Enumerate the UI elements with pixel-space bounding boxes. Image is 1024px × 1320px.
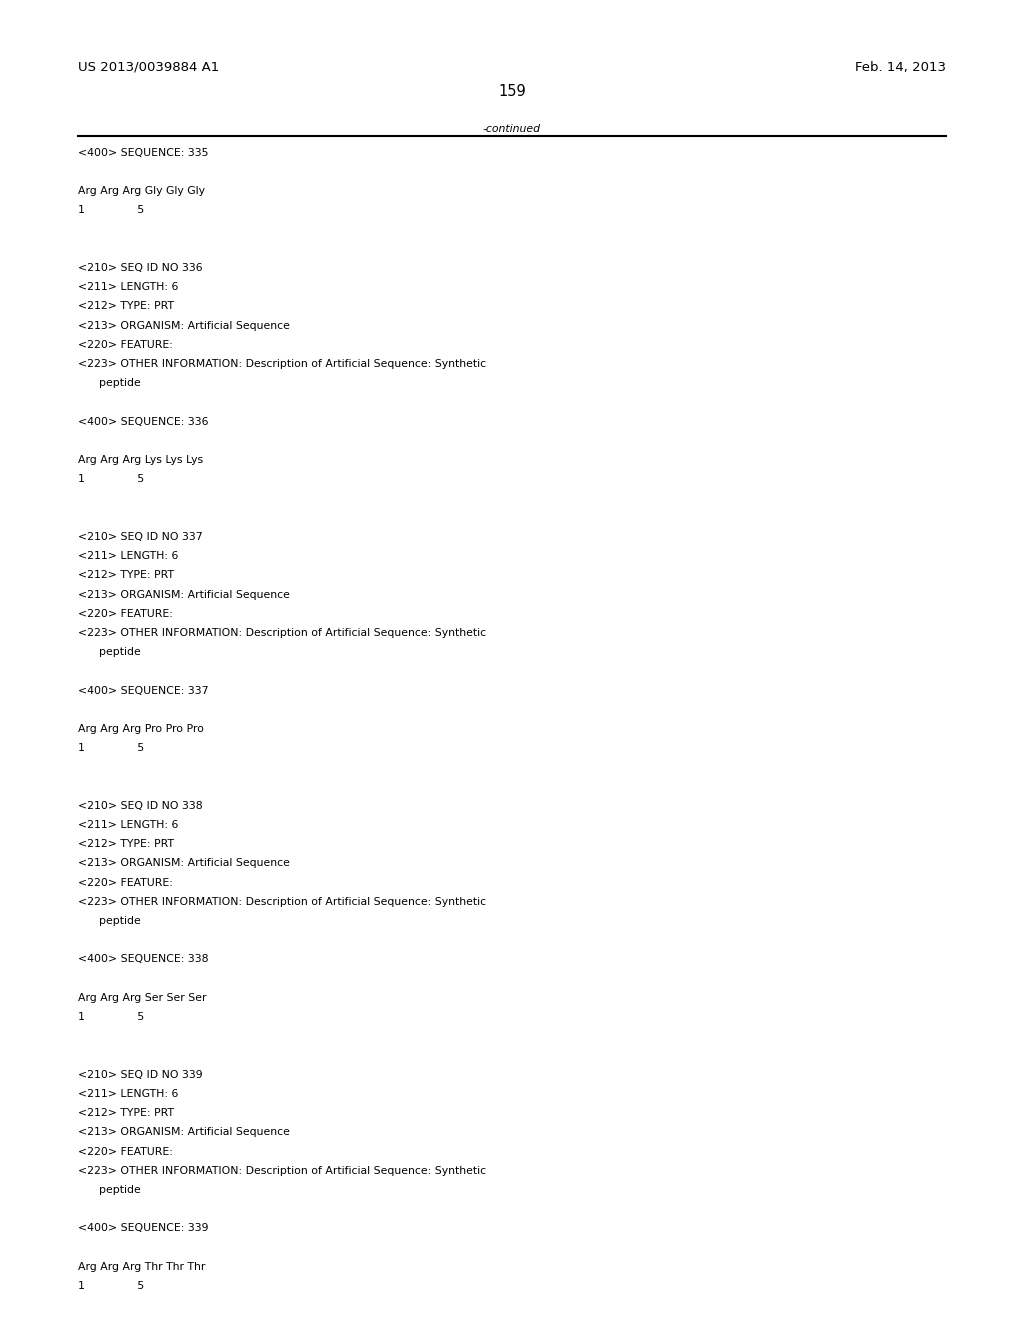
Text: Arg Arg Arg Lys Lys Lys: Arg Arg Arg Lys Lys Lys (78, 455, 203, 465)
Text: <210> SEQ ID NO 337: <210> SEQ ID NO 337 (78, 532, 203, 543)
Text: peptide: peptide (78, 647, 140, 657)
Text: <223> OTHER INFORMATION: Description of Artificial Sequence: Synthetic: <223> OTHER INFORMATION: Description of … (78, 1166, 486, 1176)
Text: Feb. 14, 2013: Feb. 14, 2013 (855, 61, 946, 74)
Text: <400> SEQUENCE: 339: <400> SEQUENCE: 339 (78, 1224, 208, 1233)
Text: 159: 159 (498, 84, 526, 99)
Text: <211> LENGTH: 6: <211> LENGTH: 6 (78, 820, 178, 830)
Text: Arg Arg Arg Thr Thr Thr: Arg Arg Arg Thr Thr Thr (78, 1262, 205, 1271)
Text: Arg Arg Arg Pro Pro Pro: Arg Arg Arg Pro Pro Pro (78, 723, 204, 734)
Text: 1               5: 1 5 (78, 1280, 144, 1291)
Text: 1               5: 1 5 (78, 474, 144, 484)
Text: 1               5: 1 5 (78, 1012, 144, 1022)
Text: peptide: peptide (78, 1185, 140, 1195)
Text: peptide: peptide (78, 379, 140, 388)
Text: <212> TYPE: PRT: <212> TYPE: PRT (78, 1109, 174, 1118)
Text: <400> SEQUENCE: 338: <400> SEQUENCE: 338 (78, 954, 208, 965)
Text: <210> SEQ ID NO 336: <210> SEQ ID NO 336 (78, 263, 203, 273)
Text: <220> FEATURE:: <220> FEATURE: (78, 878, 173, 887)
Text: <210> SEQ ID NO 338: <210> SEQ ID NO 338 (78, 801, 203, 810)
Text: <211> LENGTH: 6: <211> LENGTH: 6 (78, 1089, 178, 1100)
Text: US 2013/0039884 A1: US 2013/0039884 A1 (78, 61, 219, 74)
Text: <211> LENGTH: 6: <211> LENGTH: 6 (78, 552, 178, 561)
Text: <400> SEQUENCE: 337: <400> SEQUENCE: 337 (78, 685, 208, 696)
Text: Arg Arg Arg Ser Ser Ser: Arg Arg Arg Ser Ser Ser (78, 993, 206, 1003)
Text: <220> FEATURE:: <220> FEATURE: (78, 341, 173, 350)
Text: <213> ORGANISM: Artificial Sequence: <213> ORGANISM: Artificial Sequence (78, 590, 290, 599)
Text: 1               5: 1 5 (78, 743, 144, 754)
Text: <211> LENGTH: 6: <211> LENGTH: 6 (78, 282, 178, 292)
Text: peptide: peptide (78, 916, 140, 927)
Text: Arg Arg Arg Gly Gly Gly: Arg Arg Arg Gly Gly Gly (78, 186, 205, 197)
Text: <213> ORGANISM: Artificial Sequence: <213> ORGANISM: Artificial Sequence (78, 858, 290, 869)
Text: <220> FEATURE:: <220> FEATURE: (78, 609, 173, 619)
Text: <212> TYPE: PRT: <212> TYPE: PRT (78, 840, 174, 849)
Text: <210> SEQ ID NO 339: <210> SEQ ID NO 339 (78, 1069, 203, 1080)
Text: <212> TYPE: PRT: <212> TYPE: PRT (78, 570, 174, 581)
Text: <400> SEQUENCE: 335: <400> SEQUENCE: 335 (78, 148, 208, 158)
Text: <223> OTHER INFORMATION: Description of Artificial Sequence: Synthetic: <223> OTHER INFORMATION: Description of … (78, 359, 486, 370)
Text: <223> OTHER INFORMATION: Description of Artificial Sequence: Synthetic: <223> OTHER INFORMATION: Description of … (78, 628, 486, 638)
Text: <213> ORGANISM: Artificial Sequence: <213> ORGANISM: Artificial Sequence (78, 321, 290, 331)
Text: <223> OTHER INFORMATION: Description of Artificial Sequence: Synthetic: <223> OTHER INFORMATION: Description of … (78, 896, 486, 907)
Text: -continued: -continued (483, 124, 541, 135)
Text: 1               5: 1 5 (78, 206, 144, 215)
Text: <213> ORGANISM: Artificial Sequence: <213> ORGANISM: Artificial Sequence (78, 1127, 290, 1138)
Text: <220> FEATURE:: <220> FEATURE: (78, 1147, 173, 1156)
Text: <400> SEQUENCE: 336: <400> SEQUENCE: 336 (78, 417, 208, 426)
Text: <212> TYPE: PRT: <212> TYPE: PRT (78, 301, 174, 312)
